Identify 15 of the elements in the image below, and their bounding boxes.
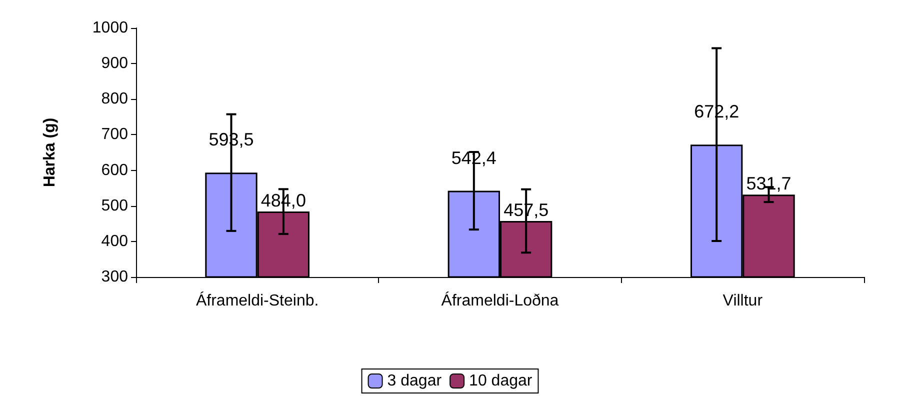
y-tick-label: 500 (101, 197, 128, 214)
x-tick-label: Áframeldi-Loðna (441, 292, 559, 310)
legend-label: 3 dagar (387, 372, 442, 390)
x-tick-label: Áframeldi-Steinb. (196, 292, 319, 310)
y-tick-label: 700 (101, 126, 128, 144)
y-tick-label: 800 (101, 90, 128, 108)
y-axis-title: Harka (g) (42, 118, 58, 188)
y-tick-label: 600 (101, 162, 128, 179)
y-tick-label: 900 (101, 55, 128, 72)
y-tick-label: 300 (101, 268, 128, 286)
y-tick-label: 400 (101, 232, 128, 250)
text: 531,7 (746, 174, 792, 194)
x-tick-label: Villtur (722, 292, 764, 310)
y-tick-label: 1000 (92, 20, 128, 36)
legend-label: 10 dagar (469, 372, 533, 390)
